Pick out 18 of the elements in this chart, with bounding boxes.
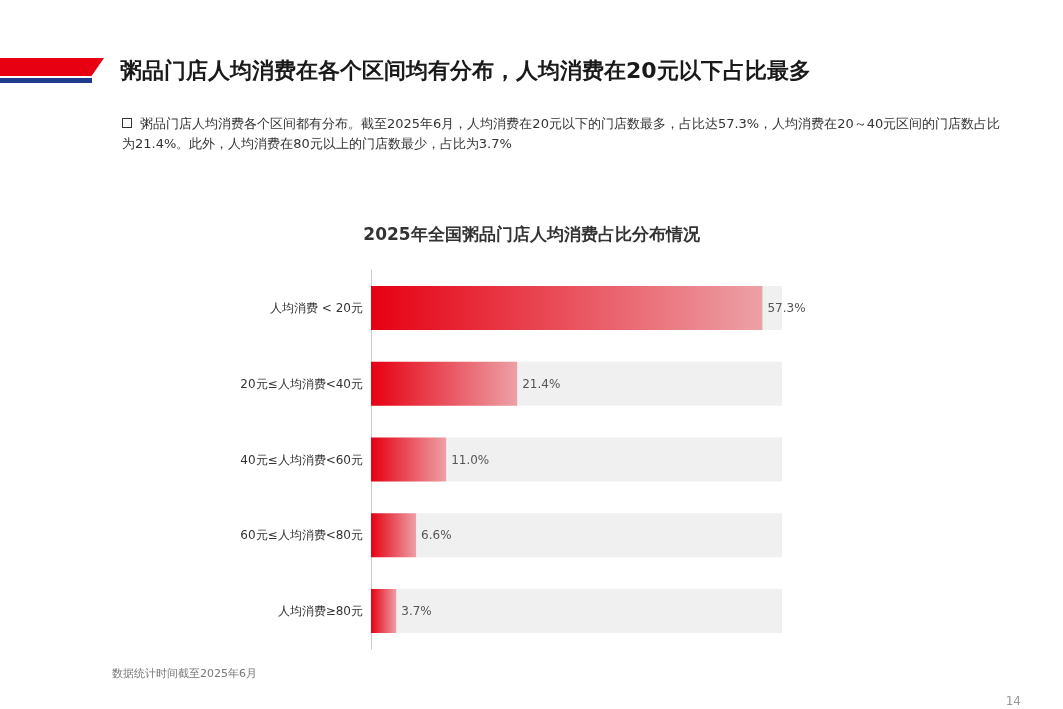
data-label: 11.0% [451,452,490,467]
y-tick-label: 人均消费≥80元 [277,604,363,619]
y-tick-label: 40元≤人均消费<60元 [240,452,363,467]
bar [371,589,397,634]
text: 数据统计时间截至2025年6月 [112,667,257,680]
data-label: 3.7% [401,604,432,619]
y-tick-label: 20元≤人均消费<40元 [240,376,363,391]
y-tick-label: 人均消费 < 20元 [270,300,363,315]
chart-subtitle: 粥品门店人均消费各个区间都有分布。截至2025年6月，人均消费在20元以下的门店数最多，占比达57.3%，人均消费在20～40元区间的门店数占比为21.4%。此外，人均消费在80元以上的门店数最少，占比为3.7% [122,116,1001,151]
y-tick-label: 60元≤人均消费<80元 [240,528,363,543]
bar [371,437,447,482]
chart-title: 2025年全国粥品门店人均消费占比分布情况 [363,223,701,244]
bar [371,513,417,558]
data-label: 21.4% [522,376,561,391]
data-label: 6.6% [421,528,452,543]
text: 粥品门店人均消费在各个区间均有分布，人均消费在20元以下占比最多 [120,57,811,85]
text: 14 [1005,694,1022,708]
data-label: 57.3% [767,300,806,315]
